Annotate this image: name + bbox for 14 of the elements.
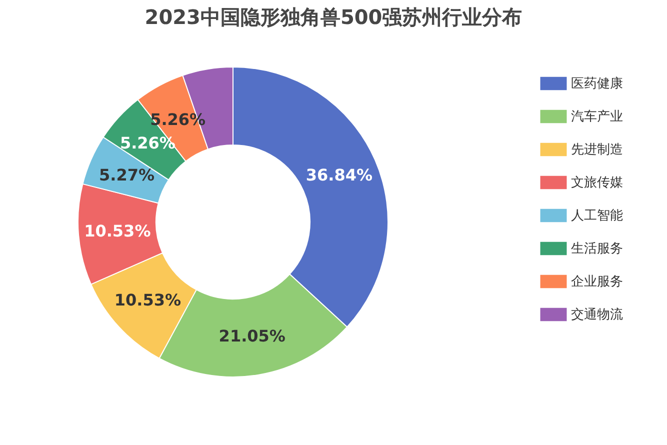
data-label: 36.84% [306, 165, 373, 184]
data-label: 5.27% [99, 165, 155, 184]
legend-label: 先进制造 [571, 142, 623, 158]
legend-label: 文旅传媒 [571, 176, 623, 190]
data-label: 21.05% [218, 326, 286, 346]
legend-label: 汽车产业 [571, 110, 623, 124]
legend-label: 企业服务 [571, 274, 623, 290]
legend-label: 医药健康 [571, 76, 623, 92]
data-label: 10.53% [84, 222, 151, 241]
chart-title: 2023中国隐形独角兽500强苏州行业分布 [144, 5, 522, 29]
legend-label: 交通物流 [571, 306, 623, 322]
data-label: 10.53% [114, 290, 181, 310]
legend-label: 生活服务 [571, 242, 623, 256]
legend-label: 人工智能 [571, 208, 623, 224]
